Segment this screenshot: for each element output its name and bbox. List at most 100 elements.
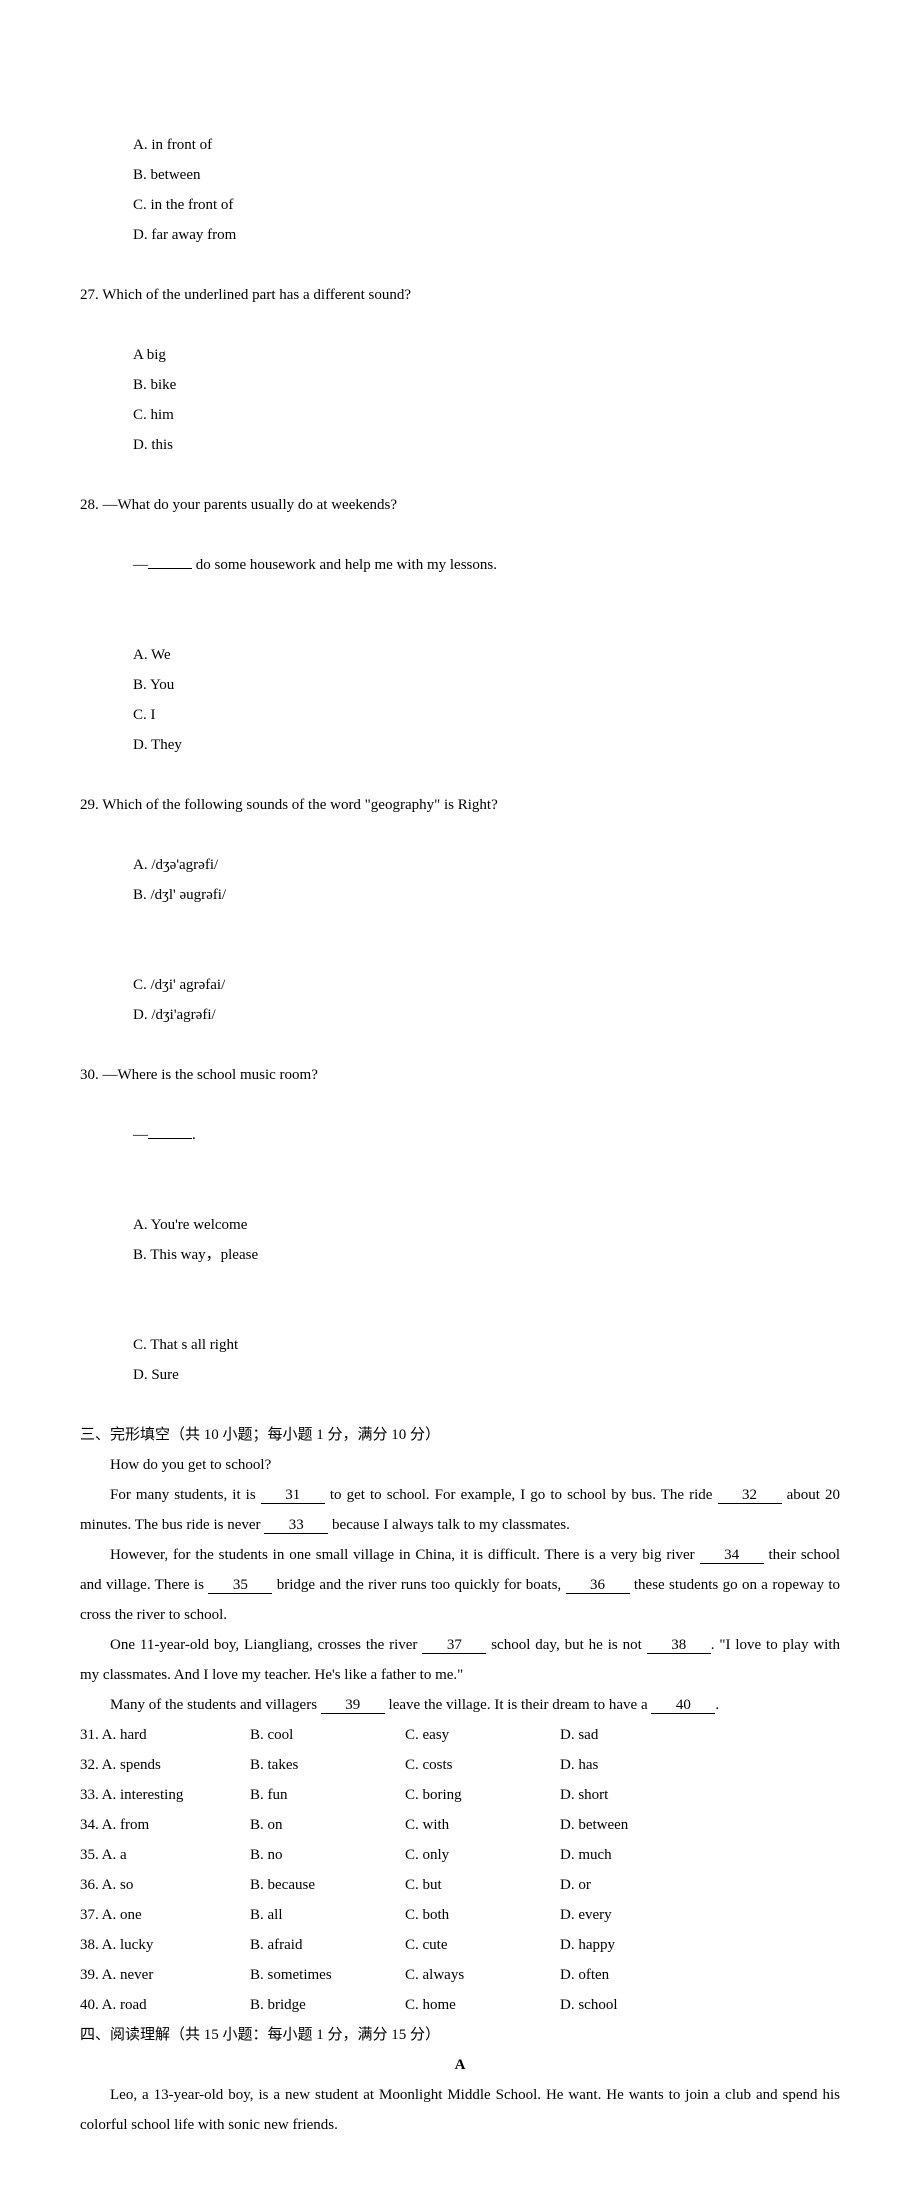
opt-c: C. both <box>405 1900 560 1930</box>
opt-num-a: 33. A. interesting <box>80 1780 250 1810</box>
opt-d: D. between <box>560 1810 715 1840</box>
text: school day, but he is not <box>486 1637 646 1653</box>
opt-num-a: 36. A. so <box>80 1870 250 1900</box>
opt-b: B. afraid <box>250 1930 405 1960</box>
opt-row: 33. A. interestingB. funC. boringD. shor… <box>80 1780 840 1810</box>
opt-num-a: 38. A. lucky <box>80 1930 250 1960</box>
opt-d: D. much <box>560 1840 715 1870</box>
blank-34: 34 <box>700 1548 764 1564</box>
opt-d: D. or <box>560 1870 715 1900</box>
q30-options-row2: C. That s all right D. Sure <box>80 1300 840 1420</box>
option-d: D. this <box>133 430 173 460</box>
opt-row: 31. A. hardB. coolC. easyD. sad <box>80 1720 840 1750</box>
opt-c: C. home <box>405 1990 560 2020</box>
blank-36: 36 <box>566 1578 630 1594</box>
opt-b: B. sometimes <box>250 1960 405 1990</box>
q29-stem: 29. Which of the following sounds of the… <box>80 790 840 820</box>
opt-num-a: 37. A. one <box>80 1900 250 1930</box>
q28-options-row: A. We B. You C. I D. They <box>80 610 840 790</box>
passage-a-label: A <box>80 2050 840 2080</box>
option-d: D. They <box>133 730 182 760</box>
cloze-p5: Many of the students and villagers 39 le… <box>80 1690 840 1720</box>
opt-row: 35. A. aB. noC. onlyD. much <box>80 1840 840 1870</box>
q29-options-row2: C. /dʒi' agrəfai/ D. /dʒi'agrəfi/ <box>80 940 840 1060</box>
opt-b: B. all <box>250 1900 405 1930</box>
section4-title: 四、阅读理解（共 15 小题：每小题 1 分，满分 15 分） <box>80 2020 840 2050</box>
option-a: A big <box>133 340 288 370</box>
opt-row: 32. A. spendsB. takesC. costsD. has <box>80 1750 840 1780</box>
text: However, for the students in one small v… <box>110 1547 700 1563</box>
option-c: C. I <box>133 700 303 730</box>
text: Leo, a 13-year-old boy, is a new student… <box>80 2087 840 2133</box>
blank-40: 40 <box>651 1698 715 1714</box>
opt-row: 39. A. neverB. sometimesC. alwaysD. ofte… <box>80 1960 840 1990</box>
opt-c: C. but <box>405 1870 560 1900</box>
cloze-p2: For many students, it is 31 to get to sc… <box>80 1480 840 1540</box>
option-a: A. We <box>133 640 288 670</box>
opt-b: B. cool <box>250 1720 405 1750</box>
blank-37: 37 <box>422 1638 486 1654</box>
q30-sub: —. <box>80 1090 840 1180</box>
opt-d: D. often <box>560 1960 715 1990</box>
option-a: A. You're welcome <box>133 1210 333 1240</box>
option-b: B. /dʒl' əugrəfi/ <box>133 880 226 910</box>
q27-options-row: A big B. bike C. him D. this <box>80 310 840 490</box>
q28-stem: 28. —What do your parents usually do at … <box>80 490 840 520</box>
opt-d: D. short <box>560 1780 715 1810</box>
opt-num-a: 31. A. hard <box>80 1720 250 1750</box>
opt-num-a: 39. A. never <box>80 1960 250 1990</box>
opt-num-a: 35. A. a <box>80 1840 250 1870</box>
blank-31: 31 <box>261 1488 325 1504</box>
text: Many of the students and villagers <box>110 1697 321 1713</box>
opt-c: C. with <box>405 1810 560 1840</box>
passage-a-p1: Leo, a 13-year-old boy, is a new student… <box>80 2080 840 2140</box>
opt-row: 36. A. soB. becauseC. butD. or <box>80 1870 840 1900</box>
blank-32: 32 <box>718 1488 782 1504</box>
q29-options-row1: A. /dʒə'agrəfi/ B. /dʒl' əugrəfi/ <box>80 820 840 940</box>
option-b: B. between <box>133 160 288 190</box>
q27-stem: 27. Which of the underlined part has a d… <box>80 280 840 310</box>
blank-33: 33 <box>264 1518 328 1534</box>
option-c: C. him <box>133 400 303 430</box>
option-a: A. /dʒə'agrəfi/ <box>133 850 333 880</box>
text: leave the village. It is their dream to … <box>385 1697 652 1713</box>
opt-b: B. fun <box>250 1780 405 1810</box>
cloze-p3: However, for the students in one small v… <box>80 1540 840 1630</box>
opt-d: D. school <box>560 1990 715 2020</box>
document-page: A. in front of B. between C. in the fron… <box>0 0 920 2200</box>
blank-38: 38 <box>647 1638 711 1654</box>
option-d: D. far away from <box>133 220 236 250</box>
option-d: D. /dʒi'agrəfi/ <box>133 1000 216 1030</box>
text: . <box>715 1697 719 1713</box>
text: One 11-year-old boy, Liangliang, crosses… <box>110 1637 422 1653</box>
opt-row: 38. A. luckyB. afraidC. cuteD. happy <box>80 1930 840 1960</box>
opt-c: C. easy <box>405 1720 560 1750</box>
text: to get to school. For example, I go to s… <box>325 1487 718 1503</box>
opt-d: D. has <box>560 1750 715 1780</box>
text: because I always talk to my classmates. <box>328 1517 570 1533</box>
option-c: C. in the front of <box>133 190 303 220</box>
opt-b: B. bridge <box>250 1990 405 2020</box>
dash: — <box>133 557 148 573</box>
opt-b: B. on <box>250 1810 405 1840</box>
opt-num-a: 34. A. from <box>80 1810 250 1840</box>
cloze-p1: How do you get to school? <box>80 1450 840 1480</box>
opt-b: B. because <box>250 1870 405 1900</box>
opt-c: C. cute <box>405 1930 560 1960</box>
blank <box>148 1123 192 1139</box>
text: bridge and the river runs too quickly fo… <box>272 1577 565 1593</box>
opt-row: 40. A. roadB. bridgeC. homeD. school <box>80 1990 840 2020</box>
option-c: C. That s all right <box>133 1330 333 1360</box>
opt-c: C. costs <box>405 1750 560 1780</box>
section3-title: 三、完形填空（共 10 小题；每小题 1 分，满分 10 分） <box>80 1420 840 1450</box>
sub-text: do some housework and help me with my le… <box>192 557 497 573</box>
q26-options-row: A. in front of B. between C. in the fron… <box>80 100 840 280</box>
cloze-options-block: 31. A. hardB. coolC. easyD. sad32. A. sp… <box>80 1720 840 2020</box>
opt-c: C. always <box>405 1960 560 1990</box>
period: . <box>192 1127 196 1143</box>
option-b: B. You <box>133 670 288 700</box>
opt-c: C. boring <box>405 1780 560 1810</box>
option-c: C. /dʒi' agrəfai/ <box>133 970 333 1000</box>
dash: — <box>133 1127 148 1143</box>
option-b: B. This way，please <box>133 1240 258 1270</box>
